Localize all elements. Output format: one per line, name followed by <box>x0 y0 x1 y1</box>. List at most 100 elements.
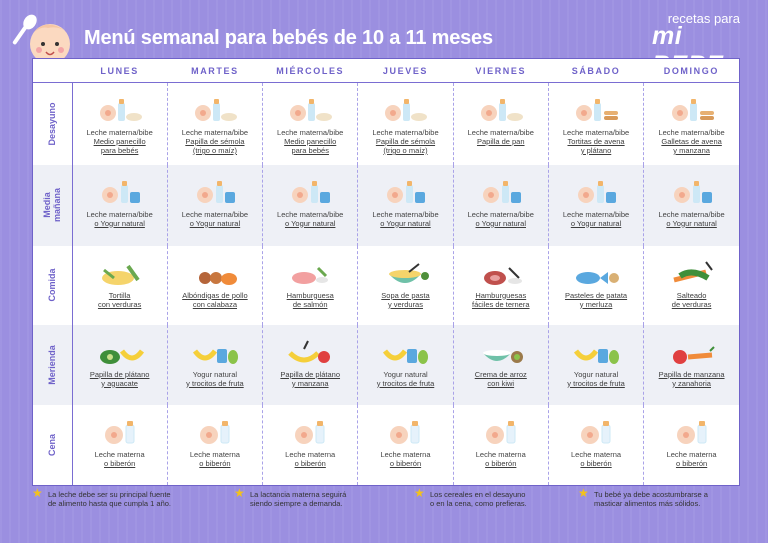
apple-carrot-icon <box>672 345 715 364</box>
meal-cell: Leche materna o biberón <box>452 404 549 485</box>
note-text: La lactancia materna seguirá siendo siem… <box>250 490 347 508</box>
meal-base: Yogur natural <box>192 369 238 379</box>
bottle-and-cereal-icon <box>194 99 237 121</box>
meal-cell: Leche materna/bibe Medio panecillo para b… <box>71 82 168 165</box>
yogurt-fruit-icon <box>574 348 620 364</box>
meal-row: Desayuno Leche materna/bibe Medio panecill… <box>33 82 739 165</box>
bottle-and-cereal-icon <box>385 99 428 121</box>
meal-label-cell: Comida <box>33 245 73 325</box>
meal-cell: Yogur natural y trocitos de fruta <box>357 324 454 405</box>
meal-row: Merienda Papilla de plátano y aguacate Yog… <box>33 324 739 405</box>
meal-base: Leche materna <box>666 449 717 459</box>
meal-base: Leche materna/bibe <box>86 128 153 137</box>
salmon-icon <box>292 266 329 284</box>
day-header: LUNES <box>72 59 168 83</box>
meal-recipe-link: Galletas de avena y manzana <box>661 137 722 155</box>
breast-and-bottle-icon <box>676 420 707 444</box>
meal-cell: Leche materna/bibe o Yogur natural <box>166 164 263 246</box>
meal-base: Leche materna/bibe <box>658 128 725 137</box>
meal-cell: Leche materna o biberón <box>547 404 644 485</box>
meal-cell: Leche materna o biberón <box>262 404 358 485</box>
fish-icon <box>576 271 620 284</box>
meal-recipe-link: o Yogur natural <box>570 218 622 228</box>
meal-base: Leche materna <box>94 449 145 459</box>
meal-cell: Albóndigas de pollo con calabaza <box>166 245 263 325</box>
meal-cell: Leche materna/bibe o Yogur natural <box>643 164 739 246</box>
meal-recipe-link[interactable]: Albóndigas de pollo con calabaza <box>182 290 248 309</box>
meal-recipe-link[interactable]: Salteado de verduras <box>671 290 712 309</box>
meal-label: Cena <box>47 433 58 456</box>
soup-icon <box>389 262 430 283</box>
meal-base: Leche materna <box>189 449 240 459</box>
meal-recipe-link: Papilla de pan <box>476 137 525 146</box>
meal-base: Yogur natural <box>573 369 619 379</box>
meal-recipe-link[interactable]: Crema de arroz con kiwi <box>474 369 527 388</box>
note-text: Tu bebé ya debe acostumbrarse a masticar… <box>594 490 708 508</box>
meal-cell: Hamburguesas fáciles de ternera <box>452 245 549 325</box>
meal-recipe-link: y trocitos de fruta <box>186 378 244 388</box>
meal-base: Yogur natural <box>383 369 428 379</box>
day-header: MARTES <box>167 59 263 83</box>
bottle-and-yogurt-icon <box>578 180 617 203</box>
bottle-and-pancakes-icon <box>671 99 714 121</box>
meal-label-cell: Merienda <box>33 324 73 405</box>
meal-cell: Leche materna/bibe Papilla de sémola (tri… <box>166 82 263 165</box>
meatballs-icon <box>198 271 237 285</box>
meal-recipe-link: o Yogur natural <box>284 218 336 228</box>
omelette-icon <box>101 264 140 285</box>
meal-recipe-link: o biberón <box>580 458 612 468</box>
meal-recipe-link: o Yogur natural <box>475 218 526 228</box>
meal-recipe-link[interactable]: Sopa de pasta y verduras <box>381 290 430 309</box>
breast-and-bottle-icon <box>199 420 230 444</box>
bottle-and-cereal-icon <box>290 99 333 121</box>
meal-cell: Papilla de plátano y manzana <box>262 324 358 405</box>
meal-cell: Yogur natural y trocitos de fruta <box>166 324 263 405</box>
meal-recipe-link: o Yogur natural <box>94 218 145 228</box>
meal-base: Leche materna <box>571 449 622 459</box>
bottle-and-yogurt-icon <box>196 180 235 203</box>
meal-recipe-link[interactable]: Tortilla con verduras <box>97 290 142 309</box>
star-icon: ★ <box>234 486 245 500</box>
meal-cell: Leche materna o biberón <box>643 404 739 485</box>
meal-recipe-link[interactable]: Papilla de manzana y zanahoria <box>658 369 725 388</box>
meal-recipe-link: Medio panecillo para bebés <box>93 137 146 155</box>
page-title: Menú semanal para bebés de 10 a 11 meses <box>84 27 493 49</box>
note: ★ Los cereales en el desayuno o en la ce… <box>414 487 527 508</box>
meal-row: Media mañana Leche materna/bibe o Yogur na… <box>33 164 739 246</box>
beef-icon <box>483 266 522 285</box>
meal-base: Leche materna/bibe <box>277 128 344 137</box>
baby-face-icon <box>12 14 70 64</box>
meal-base: Leche materna/bibe <box>372 209 439 219</box>
bottle-and-cereal-icon <box>480 99 523 121</box>
meal-row: Comida Tortilla con verduras Albóndigas de… <box>33 245 739 325</box>
meal-recipe-link: o biberón <box>675 458 708 468</box>
bottle-and-yogurt-icon <box>482 180 521 203</box>
meal-recipe-link: Medio panecillo para bebés <box>284 137 337 155</box>
bottle-and-yogurt-icon <box>292 180 331 203</box>
meal-base: Leche materna/bibe <box>562 209 630 219</box>
note-text: La leche debe ser su principal fuente de… <box>48 490 171 508</box>
meal-recipe-link[interactable]: Hamburguesa de salmón <box>286 290 334 309</box>
meal-recipe-link[interactable]: Pasteles de patata y merluza <box>564 290 628 309</box>
meal-recipe-link: o biberón <box>485 458 517 468</box>
meal-recipe-link: o Yogur natural <box>380 218 431 228</box>
meal-cell: Leche materna o biberón <box>357 404 454 485</box>
day-header: SÁBADO <box>548 59 644 83</box>
meal-cell: Leche materna/bibe o Yogur natural <box>547 164 644 246</box>
meal-cell: Leche materna o biberón <box>166 404 263 485</box>
meal-cell: Leche materna o biberón <box>71 404 168 485</box>
meal-label: Desayuno <box>47 102 58 146</box>
note: ★ La lactancia materna seguirá siendo si… <box>234 487 347 508</box>
meal-recipe-link[interactable]: Papilla de plátano y manzana <box>280 369 341 388</box>
meal-recipe-link: o biberón <box>294 458 326 468</box>
meal-cell: Yogur natural y trocitos de fruta <box>547 324 644 405</box>
note: ★ La leche debe ser su principal fuente … <box>32 487 171 508</box>
meal-cell: Crema de arroz con kiwi <box>452 324 549 405</box>
meal-recipe-link[interactable]: Papilla de plátano y aguacate <box>89 369 150 388</box>
rice-kiwi-icon <box>482 349 523 363</box>
meal-recipe-link[interactable]: Hamburguesas fáciles de ternera <box>471 290 530 309</box>
meal-base: Leche materna/bibe <box>467 209 534 219</box>
star-icon: ★ <box>578 486 589 500</box>
meal-cell: Tortilla con verduras <box>71 245 168 325</box>
